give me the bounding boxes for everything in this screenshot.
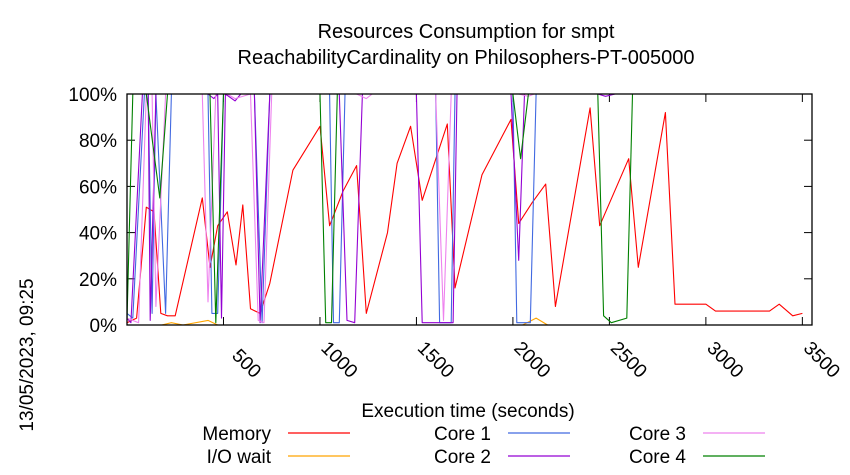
legend-label: Core 2 [434, 447, 491, 468]
legend-label: Memory [202, 424, 271, 445]
x-tick-label: 1000 [317, 338, 362, 383]
plot-frame [126, 93, 813, 326]
series-line-core-2 [126, 93, 803, 324]
chart-title: Resources Consumption for smpt [318, 21, 615, 43]
y-tick-label: 20% [79, 270, 117, 291]
x-tick-label: 3000 [702, 338, 747, 383]
series-line-core-4 [126, 93, 803, 324]
y-tick-label: 0% [90, 316, 118, 337]
x-tick-label: 3500 [799, 338, 844, 383]
x-axis: 500 1000 1500 2000 2500 3000 3500 [222, 94, 844, 383]
legend-label: Core 1 [434, 424, 491, 445]
legend-label: Core 3 [629, 424, 686, 445]
series-line-core-1 [126, 93, 803, 324]
chart-subtitle: ReachabilityCardinality on Philosophers-… [238, 47, 695, 69]
series-line-core-3 [126, 93, 803, 324]
plot-area: 0% 20% 40% 60% 80% 100% 500 1000 1500 2000 2500 30… [68, 85, 843, 383]
x-tick-label: 2500 [606, 338, 651, 383]
series-group [126, 93, 803, 326]
y-tick-label: 40% [79, 224, 117, 245]
x-tick-label: 2000 [509, 338, 554, 383]
y-tick-label: 100% [68, 85, 117, 106]
legend-label: I/O wait [207, 447, 272, 468]
y-tick-label: 80% [79, 131, 117, 152]
y-tick-label: 60% [79, 177, 117, 198]
x-tick-label: 1500 [413, 338, 458, 383]
y-axis: 0% 20% 40% 60% 80% 100% [68, 85, 812, 337]
legend-label: Core 4 [629, 447, 686, 468]
timestamp: 13/05/2023, 09:25 [17, 278, 38, 431]
series-line-i-o-wait [127, 317, 803, 326]
x-axis-label: Execution time (seconds) [361, 401, 574, 422]
x-tick-label: 500 [228, 345, 265, 382]
series-line-memory [126, 107, 803, 324]
